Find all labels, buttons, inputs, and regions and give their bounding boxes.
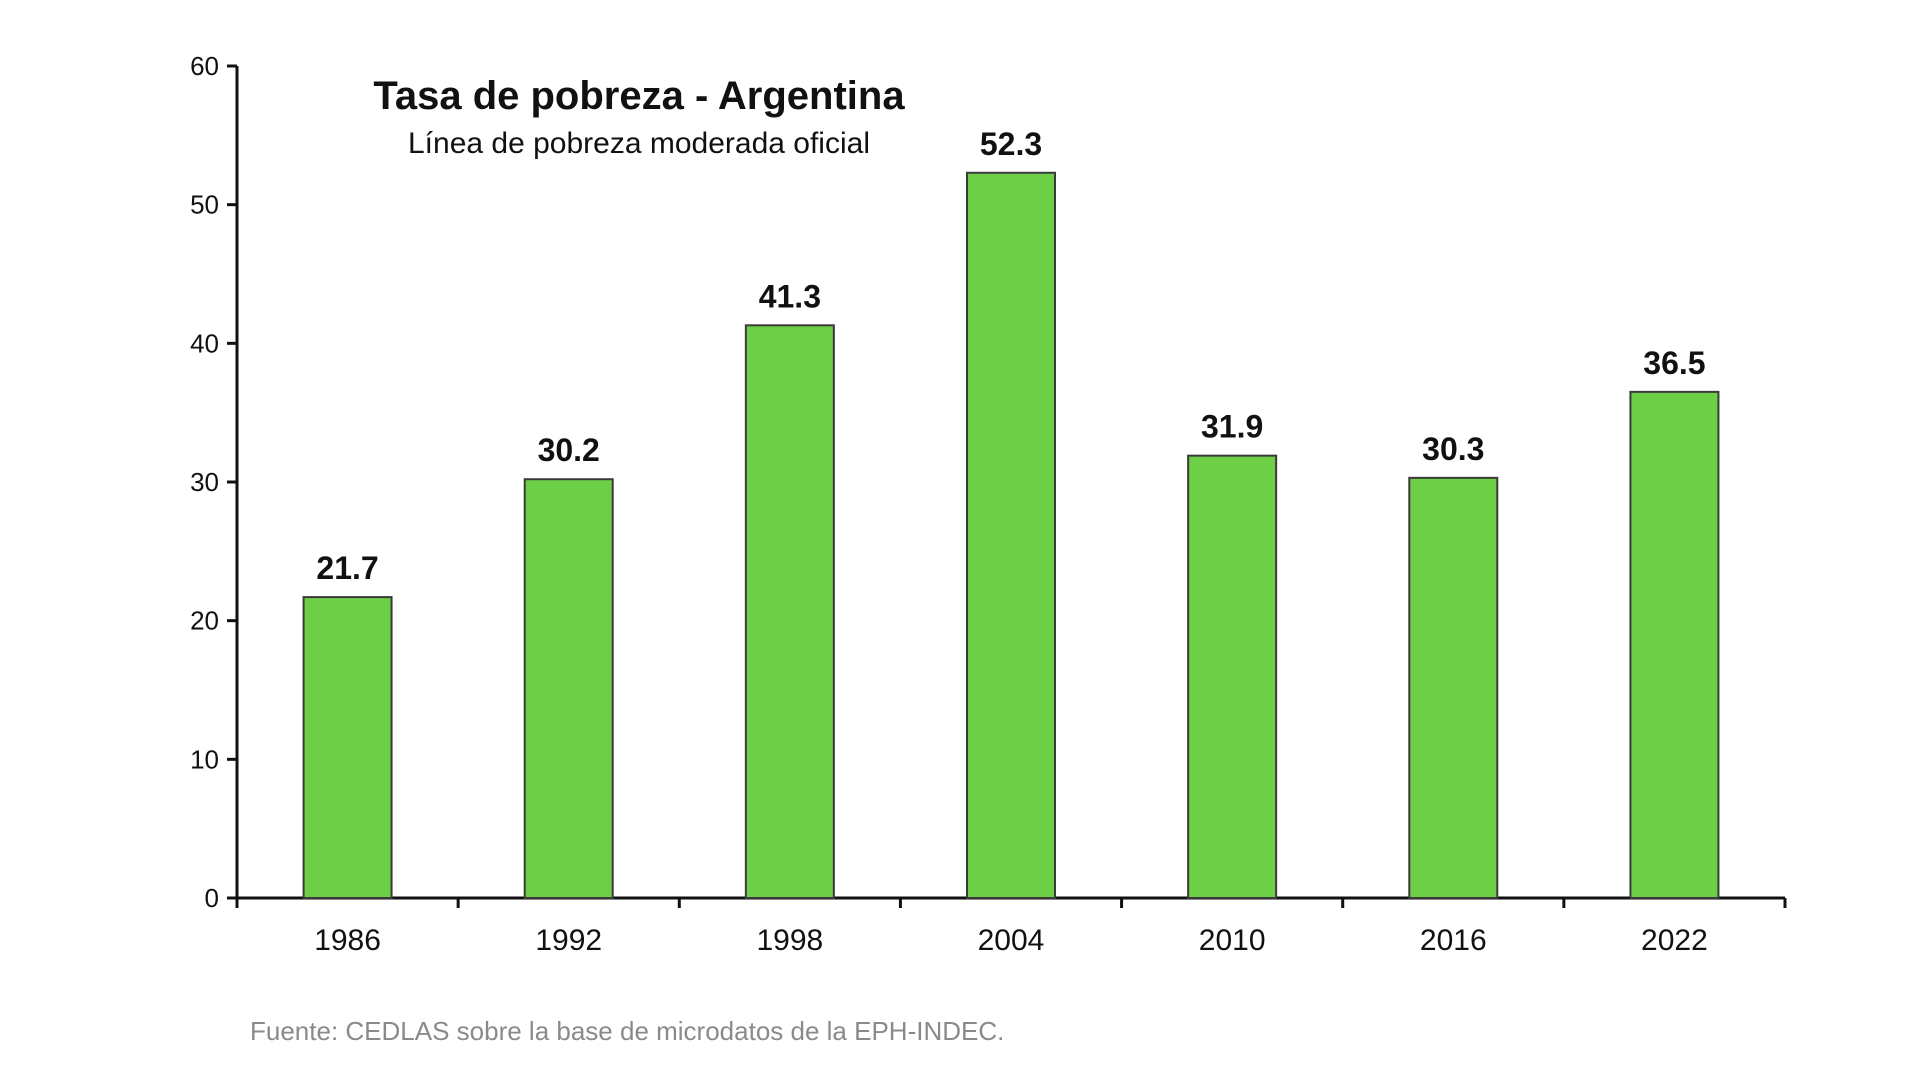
y-tick-label: 0 [205,883,219,913]
x-tick-label-1992: 1992 [535,924,602,957]
bar-1992 [523,478,614,899]
bar-1986 [302,596,393,899]
bar-2004 [966,171,1056,900]
data-labels: 21.7 30.2 41.3 52.3 31.9 30.3 36.5 [316,126,1705,586]
y-tick-label: 30 [190,467,219,497]
source-note: Fuente: CEDLAS sobre la base de microdat… [250,1016,1004,1046]
x-tick-label-1998: 1998 [756,924,823,957]
data-label-1998: 41.3 [759,278,821,314]
y-tick-label: 50 [190,190,219,220]
bar-1998 [744,324,835,900]
chart-title: Tasa de pobreza - Argentina [373,74,905,118]
data-label-2022: 36.5 [1643,345,1705,381]
y-axis: 0 10 20 30 40 50 60 [190,51,239,913]
bar-2010 [1187,454,1278,899]
data-label-2004: 52.3 [980,126,1042,162]
y-tick-label: 10 [190,744,219,774]
y-tick-label: 60 [190,51,219,81]
x-axis [235,896,1787,908]
data-label-1992: 30.2 [538,432,600,468]
x-tick-label-2016: 2016 [1420,924,1487,957]
bar-2022 [1629,390,1720,899]
x-tick-label-2022: 2022 [1641,924,1708,957]
y-tick-label: 20 [190,606,219,636]
data-label-2010: 31.9 [1201,409,1263,445]
data-label-1986: 21.7 [316,550,378,586]
x-tick-label-2004: 2004 [978,924,1045,957]
bar-2016 [1408,476,1499,899]
bars [302,171,1720,900]
y-tick-label: 40 [190,328,219,358]
data-label-2016: 30.3 [1422,431,1484,467]
x-tick-label-1986: 1986 [314,924,381,957]
chart-subtitle: Línea de pobreza moderada oficial [408,127,870,160]
x-tick-label-2010: 2010 [1199,924,1266,957]
category-labels: 1986 1992 1998 2004 2010 2016 2022 [314,924,1708,957]
